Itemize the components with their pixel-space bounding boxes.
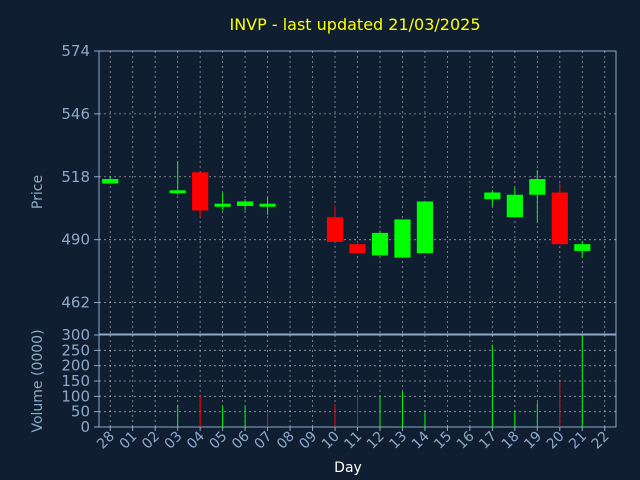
x-tick-label: 16 — [454, 428, 478, 452]
volume-tick-label: 0 — [80, 418, 90, 436]
x-tick-label: 28 — [94, 429, 118, 453]
price-tick-label: 518 — [61, 168, 90, 186]
candle-body — [237, 201, 254, 206]
candle-body — [574, 244, 591, 251]
candle-body — [214, 203, 231, 207]
volume-axis-label: Volume (0000) — [30, 329, 46, 432]
price-tick-label: 490 — [61, 231, 90, 249]
x-tick-label: 02 — [139, 429, 163, 453]
x-tick-label: 06 — [229, 428, 253, 452]
x-tick-label: 14 — [409, 428, 433, 452]
volume-tick-label: 50 — [71, 403, 90, 421]
x-tick-label: 18 — [499, 429, 523, 453]
x-tick-label: 04 — [184, 428, 208, 452]
x-tick-label: 08 — [274, 429, 298, 453]
volume-tick-label: 100 — [61, 387, 90, 405]
x-tick-label: 12 — [364, 429, 388, 453]
x-tick-label: 11 — [341, 429, 365, 453]
x-axis: 2801020304050607080910111213141516171819… — [94, 427, 613, 453]
candle-body — [416, 201, 434, 254]
candle-body — [529, 179, 546, 195]
x-tick-label: 21 — [566, 429, 590, 453]
x-tick-label: 20 — [544, 429, 568, 453]
candle-body — [169, 190, 186, 194]
candle-body — [259, 203, 276, 207]
x-axis-label: Day — [334, 460, 362, 476]
x-tick-label: 19 — [521, 429, 545, 453]
x-tick-label: 17 — [476, 429, 500, 453]
x-tick-label: 22 — [589, 429, 613, 453]
candle-body — [394, 219, 411, 258]
x-tick-label: 07 — [251, 429, 275, 453]
candle-body — [506, 194, 523, 218]
price-axis-label: Price — [30, 175, 46, 209]
price-panel: 462 490 518 546 574 — [61, 42, 617, 335]
volume-tick-label: 200 — [61, 357, 90, 375]
volume-tick-label: 300 — [61, 326, 90, 344]
candle-body — [484, 192, 501, 200]
candle-body — [551, 192, 568, 245]
x-tick-label: 13 — [386, 429, 410, 453]
volume-tick-label: 150 — [61, 372, 90, 390]
candle-body — [326, 217, 344, 242]
candle-body — [192, 172, 209, 211]
candle-body — [102, 179, 119, 184]
price-tick-label: 574 — [61, 42, 90, 60]
x-tick-label: 01 — [117, 429, 141, 453]
chart-title: INVP - last updated 21/03/2025 — [229, 15, 480, 34]
price-tick-label: 462 — [61, 294, 90, 312]
x-tick-label: 10 — [319, 429, 343, 453]
price-tick-label: 546 — [61, 105, 90, 123]
x-tick-label: 09 — [296, 429, 320, 453]
volume-tick-label: 250 — [61, 341, 90, 359]
candle-body — [349, 244, 366, 254]
x-tick-label: 05 — [207, 429, 231, 453]
x-tick-label: 03 — [162, 429, 186, 453]
candle-body — [371, 232, 389, 256]
x-tick-label: 15 — [431, 429, 455, 453]
